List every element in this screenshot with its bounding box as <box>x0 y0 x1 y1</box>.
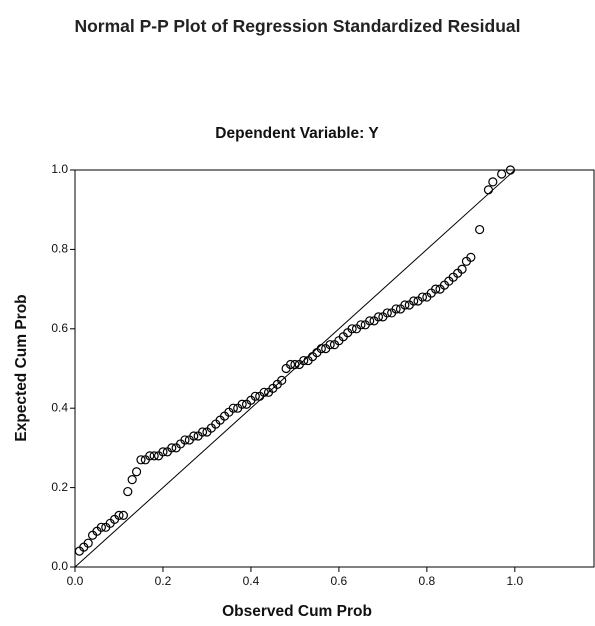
x-axis-label: Observed Cum Prob <box>222 603 372 620</box>
point <box>488 177 498 187</box>
point <box>158 447 168 457</box>
point <box>325 340 335 350</box>
y-tick-label: 0.4 <box>51 400 68 414</box>
chart-subtitle: Dependent Variable: Y <box>215 125 379 142</box>
y-axis-label: Expected Cum Prob <box>13 294 30 441</box>
point <box>118 510 128 520</box>
point <box>497 169 507 179</box>
x-tick-label: 0.0 <box>67 574 84 588</box>
chart-title: Normal P-P Plot of Regression Standardiz… <box>74 16 521 36</box>
point <box>347 324 357 334</box>
point <box>365 316 375 326</box>
point <box>290 359 300 370</box>
x-tick-label: 0.2 <box>155 574 172 588</box>
y-tick-label: 1.0 <box>51 162 68 176</box>
point <box>131 467 142 477</box>
point <box>457 264 467 274</box>
point <box>316 344 326 354</box>
point <box>475 224 485 235</box>
point <box>277 375 287 386</box>
point <box>83 538 93 548</box>
point <box>114 510 124 520</box>
plot-frame <box>74 169 595 568</box>
point <box>123 486 133 497</box>
point <box>409 296 419 306</box>
point <box>228 403 238 413</box>
y-tick-label: 0.8 <box>51 242 68 256</box>
point <box>167 443 177 453</box>
point <box>391 304 401 314</box>
point <box>400 300 410 310</box>
x-tick-label: 1.0 <box>506 574 523 588</box>
x-tick-label: 0.6 <box>331 574 348 588</box>
y-tick-label: 0.6 <box>51 321 68 335</box>
point <box>382 308 392 318</box>
point <box>483 185 494 195</box>
point <box>149 451 159 461</box>
point <box>96 522 106 532</box>
x-tick-label: 0.4 <box>243 574 260 588</box>
point <box>197 427 208 437</box>
point <box>189 431 199 441</box>
point <box>259 387 269 397</box>
point <box>299 355 309 366</box>
point <box>237 399 247 409</box>
point <box>417 292 428 302</box>
point <box>180 435 190 445</box>
point <box>145 451 155 461</box>
point <box>505 165 516 175</box>
point <box>136 455 146 465</box>
point <box>373 312 384 322</box>
point <box>285 359 296 370</box>
point <box>250 391 260 401</box>
point <box>466 252 476 262</box>
point <box>431 284 441 294</box>
point <box>356 320 366 330</box>
y-tick-label: 0.2 <box>51 480 68 494</box>
y-tick-label: 0.0 <box>51 559 68 573</box>
x-tick-label: 0.8 <box>419 574 436 588</box>
point <box>127 475 137 485</box>
